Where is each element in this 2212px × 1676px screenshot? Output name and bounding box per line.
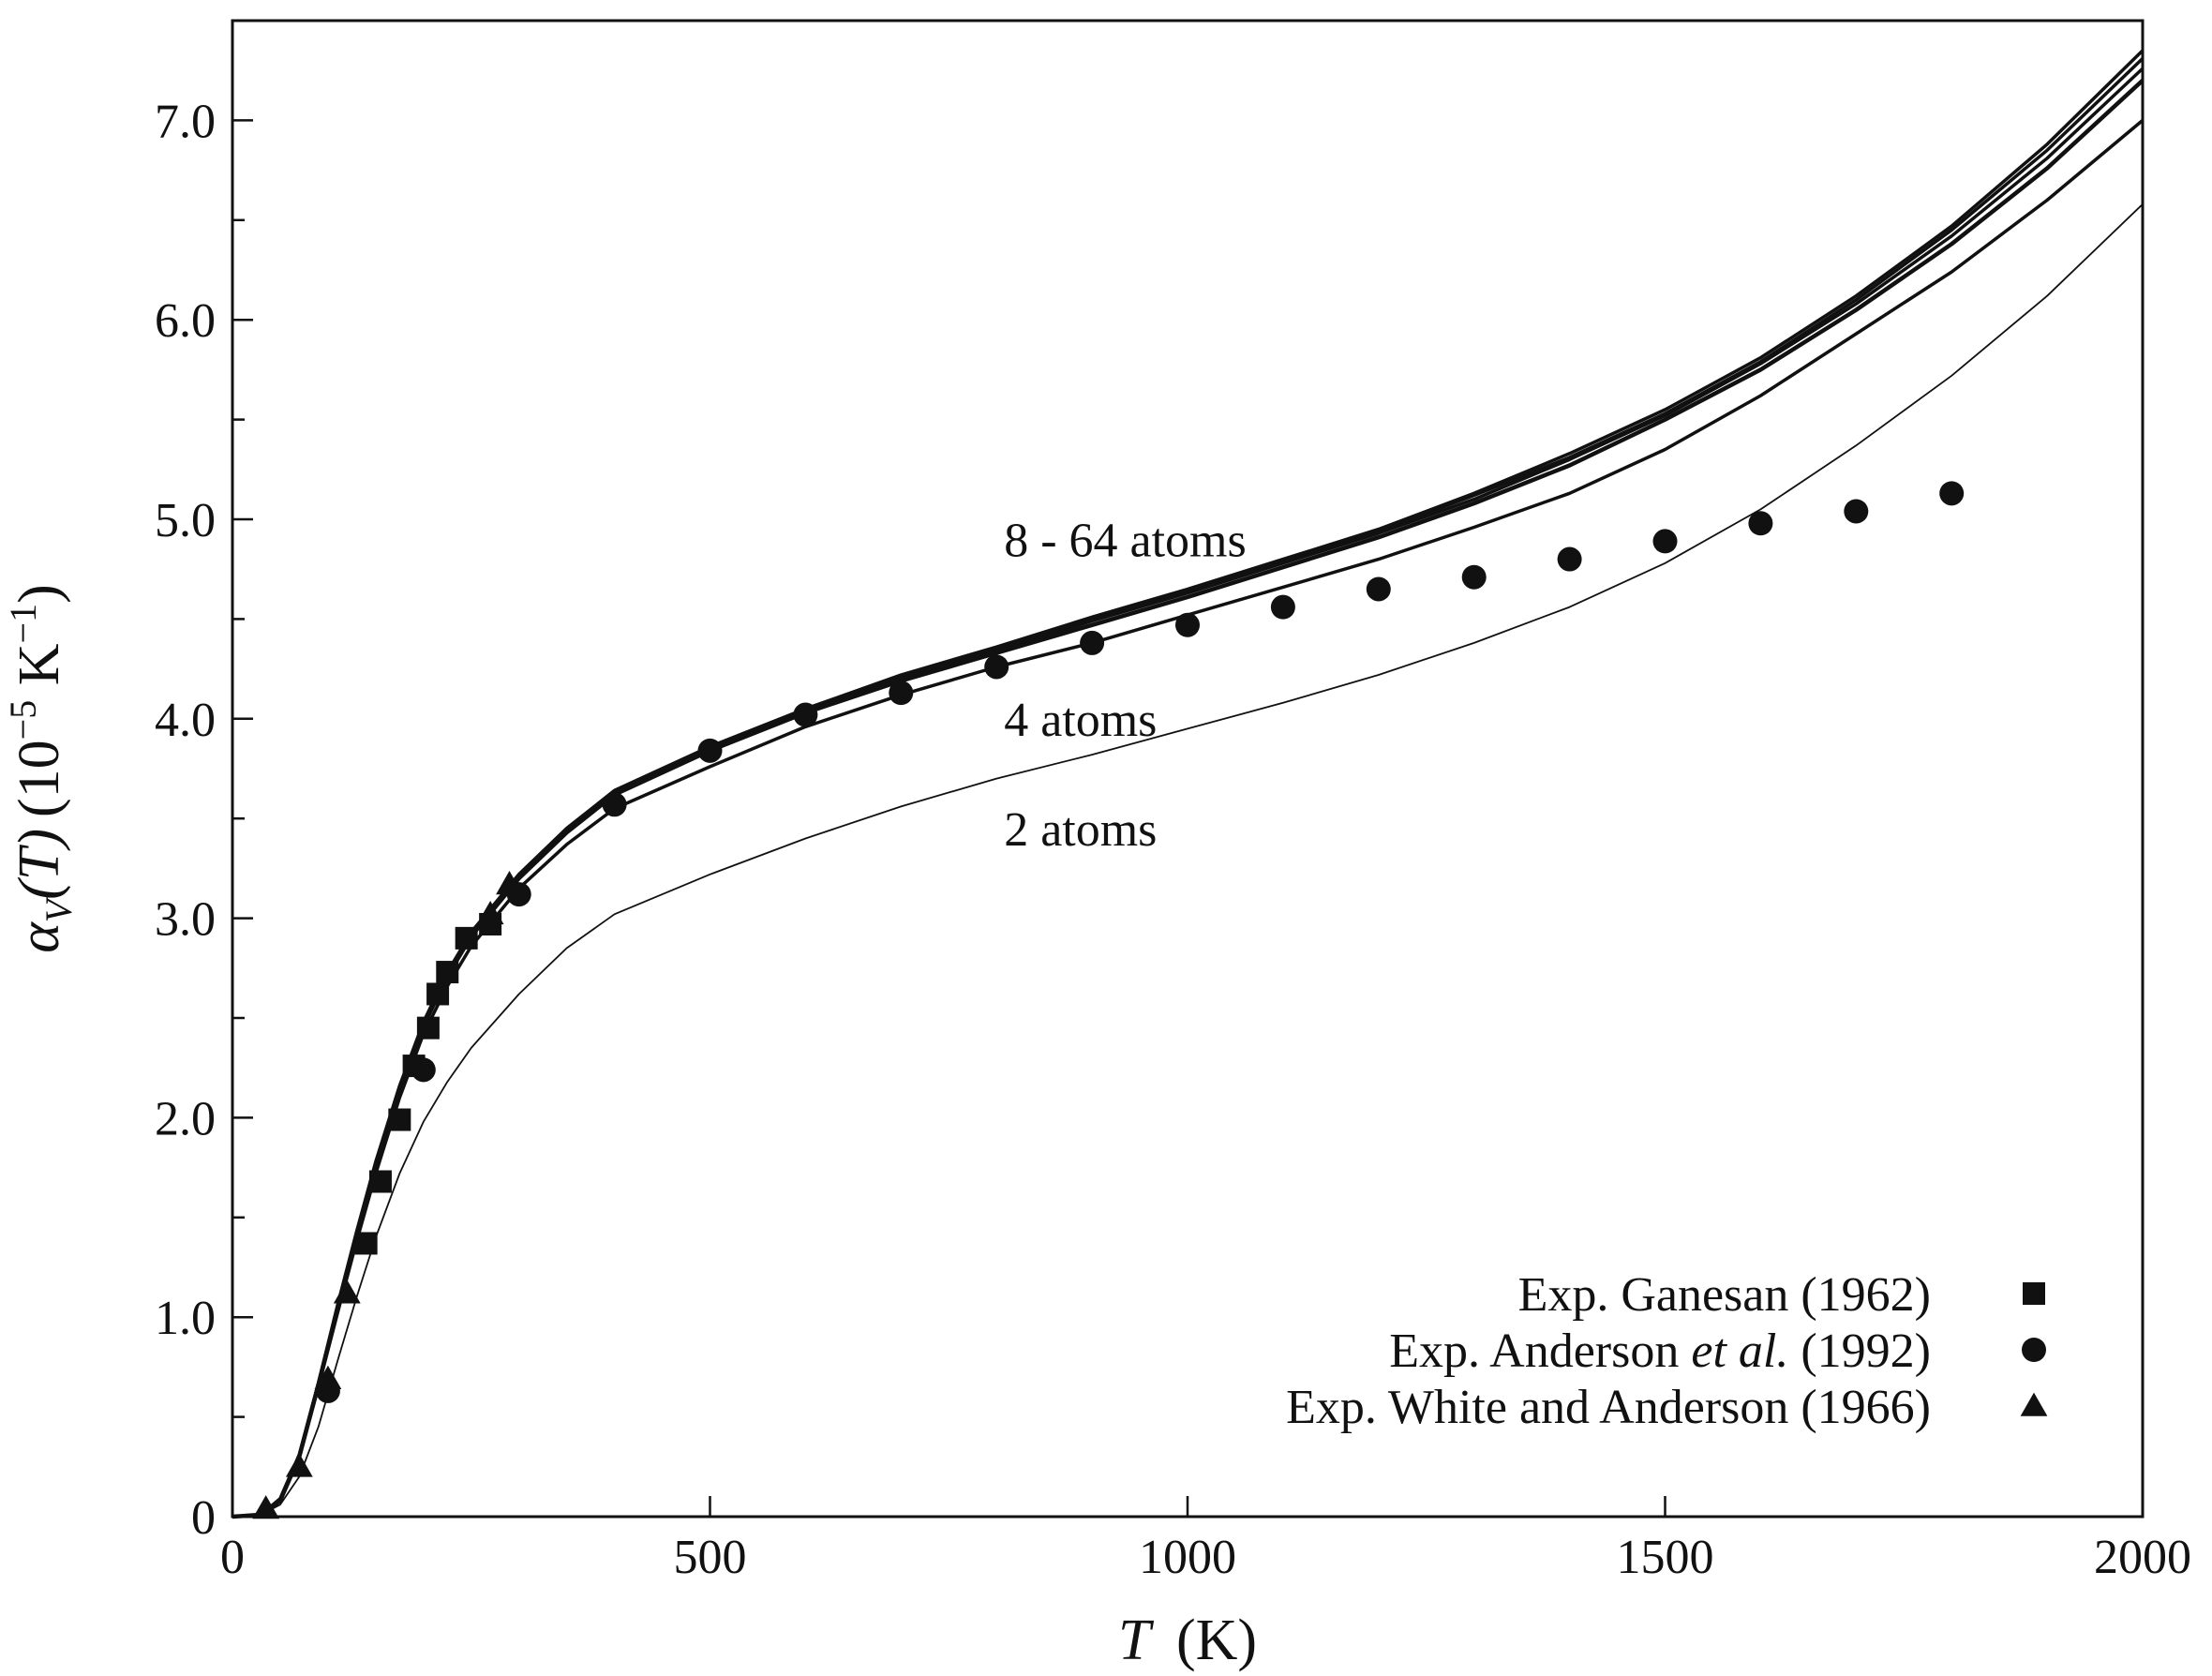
data-point-circle: [1461, 564, 1487, 590]
data-point-circle: [602, 792, 627, 817]
data-point-square: [436, 961, 459, 984]
tick-labels: 0 500 1000 1500 2000 0 1.0 2.0 3.0 4.0 5.0 6.0 7.0: [155, 95, 2191, 1584]
data-point-square: [426, 982, 450, 1006]
axis-ticks: [231, 19, 2145, 1519]
legend-label-ganesan: Exp. Ganesan (1962): [1518, 1268, 1931, 1322]
y-axis-unit-close: ): [7, 584, 71, 604]
y-axis-arg: (T): [7, 829, 71, 900]
data-point-circle: [889, 681, 914, 706]
data-point-square: [388, 1108, 411, 1131]
data-point-square: [416, 1016, 440, 1040]
legend-anderson-part1: Exp. Anderson: [1389, 1324, 1691, 1378]
y-tick-label: 1.0: [155, 1292, 216, 1345]
annotation-label: 8 - 64 atoms: [1004, 514, 1247, 567]
x-axis-unit: (K): [1176, 1609, 1257, 1672]
data-point-circle: [793, 702, 818, 727]
data-point-triangle: [496, 871, 523, 895]
y-tick-label: 3.0: [155, 893, 216, 947]
x-tick-label: 1500: [1617, 1531, 1714, 1584]
data-point-circle: [1557, 546, 1582, 572]
data-point-square: [455, 926, 478, 950]
data-point-circle: [411, 1057, 436, 1083]
y-tick-label: 2.0: [155, 1092, 216, 1145]
data-point-triangle: [285, 1453, 313, 1477]
legend-marker-triangle: [2020, 1392, 2048, 1416]
data-point-circle: [1844, 499, 1869, 524]
y-axis-unit-exp2: −1: [2, 604, 44, 644]
y-axis-subscript: V: [37, 895, 80, 922]
y-tick-label: 7.0: [155, 95, 216, 148]
y-axis-unit-mid: K: [7, 643, 71, 700]
data-point-square: [354, 1232, 378, 1255]
data-point-triangle: [314, 1365, 342, 1389]
data-point-circle: [1366, 576, 1391, 602]
annotation-label: 4 atoms: [1004, 694, 1157, 747]
annotation-label: 2 atoms: [1004, 803, 1157, 857]
x-tick-label: 1000: [1139, 1531, 1236, 1584]
y-axis-unit-exp: −5: [2, 700, 44, 741]
legend-label-white-anderson: Exp. White and Anderson (1966): [1286, 1381, 1931, 1434]
data-point-circle: [697, 738, 723, 763]
x-axis-title: T (K): [1118, 1609, 1257, 1672]
data-point-circle: [1652, 529, 1678, 554]
data-point-circle: [1939, 481, 1965, 506]
legend-marker-square: [2023, 1282, 2045, 1305]
y-axis-unit-open: (10: [7, 740, 71, 817]
x-tick-label: 2000: [2094, 1531, 2191, 1584]
y-tick-label: 5.0: [155, 494, 216, 547]
x-tick-label: 0: [220, 1531, 245, 1584]
annotations: 8 - 64 atoms 4 atoms 2 atoms: [1004, 514, 1247, 857]
plot-markers: [252, 481, 1965, 1519]
x-tick-label: 500: [674, 1531, 747, 1584]
data-point-triangle: [333, 1279, 361, 1304]
data-point-circle: [1748, 511, 1773, 536]
series-line: [232, 203, 2144, 1518]
data-point-circle: [1270, 594, 1295, 620]
legend-anderson-etal: et al.: [1691, 1324, 1788, 1378]
legend: Exp. Ganesan (1962) Exp. Anderson et al.…: [1286, 1268, 2048, 1434]
x-axis-symbol: T: [1118, 1609, 1155, 1672]
data-point-square: [368, 1170, 392, 1193]
y-tick-label: 0: [191, 1491, 216, 1545]
data-point-triangle: [476, 900, 504, 925]
y-tick-label: 6.0: [155, 294, 216, 348]
y-tick-label: 4.0: [155, 694, 216, 747]
y-axis-symbol: α: [7, 921, 71, 953]
legend-label-anderson: Exp. Anderson et al. (1992): [1389, 1324, 1931, 1378]
data-point-circle: [1080, 630, 1105, 655]
legend-anderson-part3: (1992): [1788, 1324, 1931, 1378]
data-point-circle: [1175, 612, 1200, 637]
y-axis-title: αV(T) (10−5 K−1): [2, 584, 80, 952]
data-point-circle: [984, 654, 1009, 680]
legend-marker-circle: [2022, 1338, 2046, 1362]
data-point-triangle: [252, 1495, 280, 1519]
